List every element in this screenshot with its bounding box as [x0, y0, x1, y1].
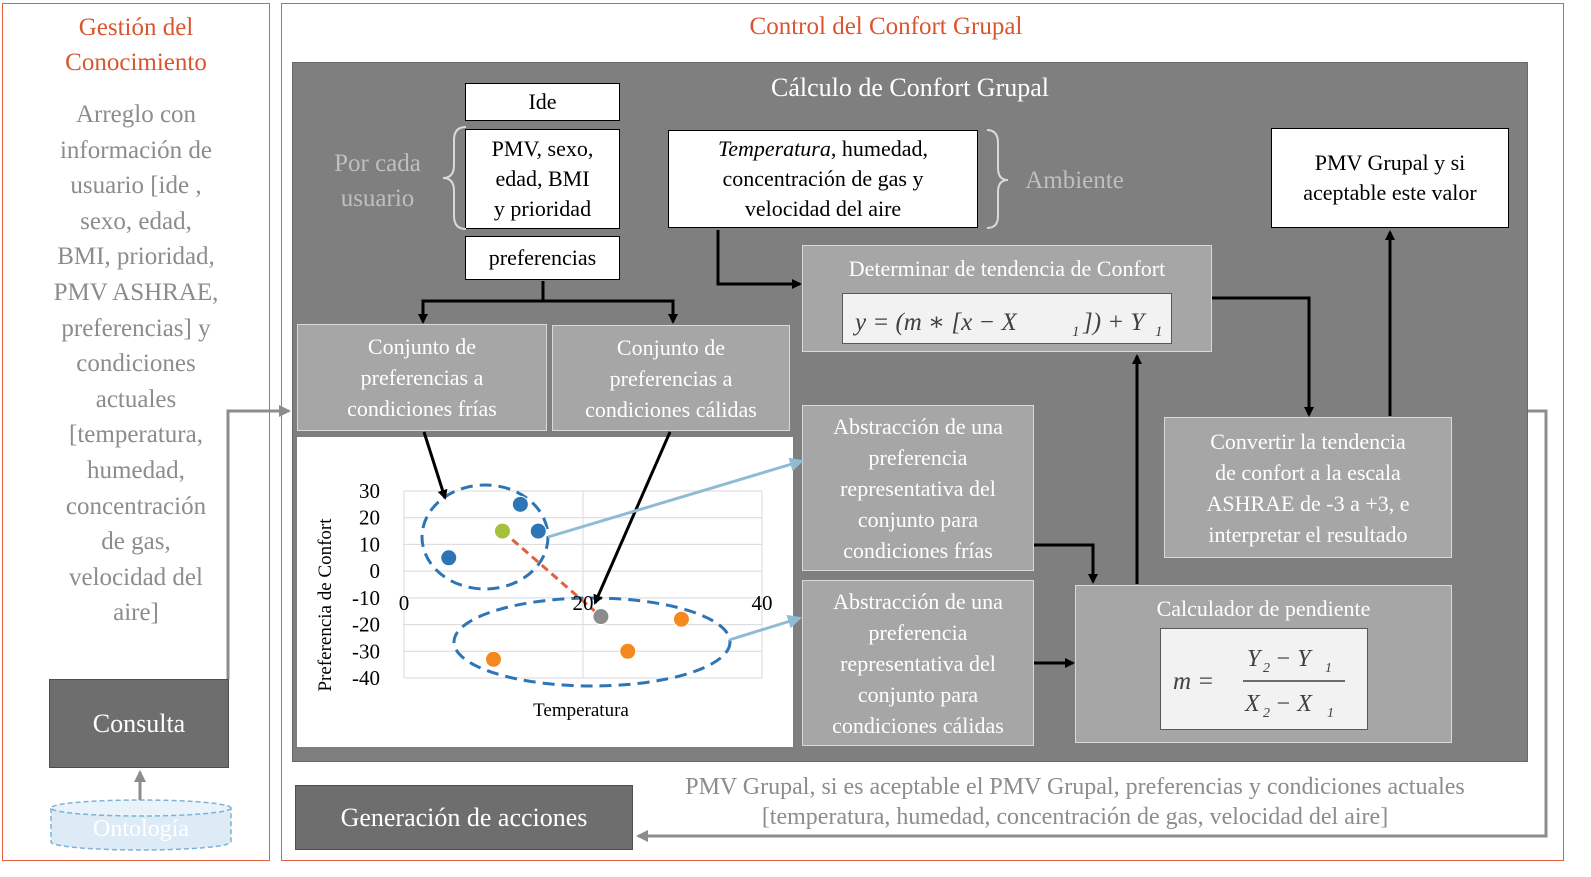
x-tick-label: 20	[573, 591, 594, 615]
calculation-panel-title: Cálculo de Confort Grupal	[771, 73, 1049, 102]
trend-line	[501, 529, 602, 618]
temperature-label: Temperatura	[717, 136, 831, 161]
svg-text:− X: − X	[1275, 691, 1313, 717]
data-point	[592, 608, 610, 626]
ide-box: Ide	[465, 83, 620, 121]
svg-text:Y: Y	[1247, 646, 1263, 672]
x-tick-label: 40	[752, 591, 773, 615]
svg-text:2: 2	[1263, 661, 1270, 676]
cold-cluster-ellipse	[420, 483, 550, 591]
environment-label: Ambiente	[1025, 167, 1124, 194]
per-user-label: Por cada usuario	[334, 150, 421, 212]
preferences-box: preferencias	[465, 236, 620, 280]
warm-abstraction-box: Abstracción de una preferencia represent…	[802, 580, 1034, 746]
preference-chart: 30 20 10 0 -10 -20 -30 -40 0 20 40 Preferencia de …	[297, 437, 793, 747]
data-point	[672, 610, 690, 628]
pmv-result-box: PMV Grupal y si aceptable este valor	[1271, 128, 1509, 228]
y-axis-label: Preferencia de Confort	[315, 518, 336, 692]
environment-box: Temperatura, humedad, concentración de g…	[668, 130, 978, 228]
y-tick-label: 10	[359, 532, 380, 556]
x-axis-label: Temperatura	[533, 700, 629, 721]
svg-text:m =: m =	[1173, 668, 1214, 695]
y-tick-label: 20	[359, 506, 380, 530]
y-tick-label: 30	[359, 479, 380, 503]
data-point	[493, 522, 511, 540]
y-tick-label: 0	[370, 559, 381, 583]
svg-text:1: 1	[1072, 324, 1080, 340]
knowledge-description: Arreglo con información de usuario [ide …	[53, 101, 219, 627]
svg-text:X: X	[1244, 691, 1261, 717]
svg-text:]) + Y: ]) + Y	[1082, 309, 1147, 336]
trend-formula: y = (m ∗ [x − X 1 ]) + Y 1	[842, 293, 1172, 344]
data-point	[529, 522, 547, 540]
slope-formula: m = Y 2 − Y 1 X 2 − X 1	[1160, 628, 1368, 730]
data-point	[511, 495, 529, 513]
ontology-cylinder-icon	[50, 799, 232, 851]
data-point	[485, 650, 502, 668]
svg-text:1: 1	[1155, 324, 1163, 340]
group-comfort-panel-title: Control del Confort Grupal	[749, 13, 1023, 40]
svg-text:y = (m ∗ [x − X: y = (m ∗ [x − X	[852, 309, 1019, 336]
user-data-box: PMV, sexo, edad, BMI y prioridad	[465, 129, 620, 229]
svg-text:− Y: − Y	[1275, 646, 1313, 672]
knowledge-panel-title: Gestión del Conocimiento	[65, 14, 207, 76]
cold-abstraction-box: Abstracción de una preferencia represent…	[802, 405, 1034, 571]
y-tick-label: -30	[352, 639, 380, 663]
svg-text:1: 1	[1327, 706, 1334, 721]
consulta-box: Consulta	[49, 679, 229, 768]
y-tick-label: -20	[352, 613, 380, 637]
svg-text:1: 1	[1325, 661, 1332, 676]
convert-ashrae-box: Convertir la tendencia de confort a la e…	[1164, 417, 1452, 558]
x-tick-label: 0	[399, 591, 410, 615]
data-point	[440, 549, 458, 567]
y-tick-label: -40	[352, 666, 380, 690]
cold-preferences-box: Conjunto de preferencias a condiciones f…	[297, 324, 547, 431]
svg-text:2: 2	[1263, 706, 1270, 721]
y-tick-label: -10	[352, 586, 380, 610]
feedback-text: PMV Grupal, si es aceptable el PMV Grupa…	[685, 774, 1465, 830]
warm-preferences-box: Conjunto de preferencias a condiciones c…	[552, 325, 790, 431]
data-point	[619, 642, 637, 660]
ontology-label: Ontología	[93, 816, 189, 842]
action-generation-box: Generación de acciones	[295, 785, 633, 850]
